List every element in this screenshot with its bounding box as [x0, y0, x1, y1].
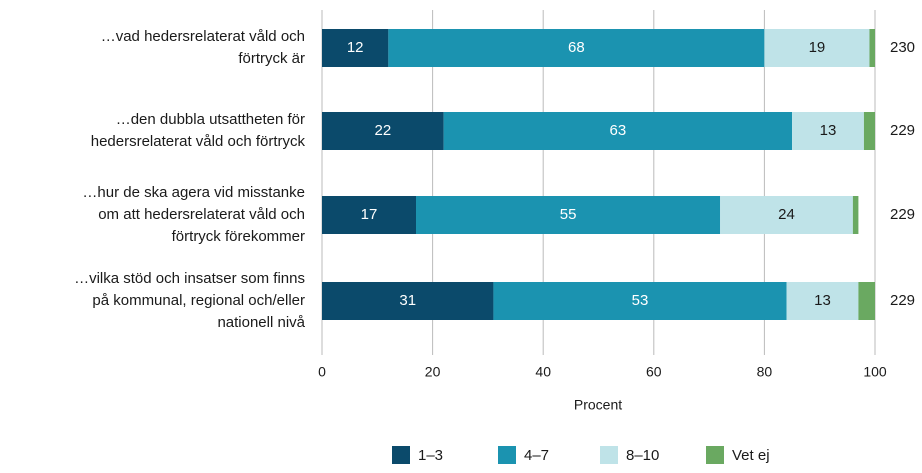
- category-label: förtryck är: [238, 50, 305, 67]
- data-label: 12: [347, 39, 364, 56]
- n-label: 230: [890, 39, 915, 56]
- x-tick-label: 0: [318, 364, 326, 380]
- category-label: …hur de ska agera vid misstanke: [82, 184, 305, 201]
- bar-segment: [786, 282, 859, 320]
- legend-swatch: [600, 446, 618, 464]
- data-label: 55: [560, 206, 577, 223]
- legend-label: 1–3: [418, 447, 443, 464]
- data-label: 31: [399, 292, 416, 309]
- legend-label: 4–7: [524, 447, 549, 464]
- data-label: 24: [778, 206, 795, 223]
- legend-swatch: [706, 446, 724, 464]
- data-label: 19: [809, 39, 826, 56]
- bar-segment: [322, 29, 389, 67]
- bar-segment: [388, 29, 765, 67]
- category-label: nationell nivå: [217, 314, 305, 331]
- legend-swatch: [498, 446, 516, 464]
- bar-segment: [764, 29, 870, 67]
- data-label: 17: [361, 206, 378, 223]
- bar-segment: [443, 112, 793, 150]
- legend-swatch: [392, 446, 410, 464]
- bar-segment: [720, 196, 853, 234]
- data-label: 53: [632, 292, 649, 309]
- x-tick-label: 80: [757, 364, 773, 380]
- bar-segment: [863, 112, 875, 150]
- bar-segment: [416, 196, 721, 234]
- x-tick-label: 40: [535, 364, 551, 380]
- category-label: …den dubbla utsattheten för: [116, 111, 305, 128]
- bar-segment: [852, 196, 859, 234]
- data-label: 13: [820, 122, 837, 139]
- bar-segment: [792, 112, 864, 150]
- category-label: förtryck förekommer: [172, 228, 305, 245]
- n-label: 229: [890, 206, 915, 223]
- category-label: på kommunal, regional och/eller: [92, 292, 305, 309]
- n-label: 229: [890, 292, 915, 309]
- legend-label: Vet ej: [732, 447, 770, 464]
- category-label: …vilka stöd och insatser som finns: [74, 270, 305, 287]
- x-tick-label: 20: [425, 364, 441, 380]
- data-label: 13: [814, 292, 831, 309]
- x-axis-label: Procent: [574, 397, 622, 413]
- x-tick-label: 100: [863, 364, 887, 380]
- x-tick-label: 60: [646, 364, 662, 380]
- bar-segment: [322, 112, 444, 150]
- bar-segment: [322, 196, 417, 234]
- category-label: om att hedersrelaterat våld och: [98, 206, 305, 223]
- data-label: 63: [610, 122, 627, 139]
- category-label: hedersrelaterat våld och förtryck: [91, 133, 306, 150]
- data-label: 68: [568, 39, 585, 56]
- bar-segment: [858, 282, 875, 320]
- data-label: 22: [374, 122, 391, 139]
- legend-label: 8–10: [626, 447, 659, 464]
- bar-segment: [322, 282, 494, 320]
- category-label: …vad hedersrelaterat våld och: [101, 28, 305, 45]
- bar-segment: [493, 282, 787, 320]
- bar-segment: [869, 29, 875, 67]
- n-label: 229: [890, 122, 915, 139]
